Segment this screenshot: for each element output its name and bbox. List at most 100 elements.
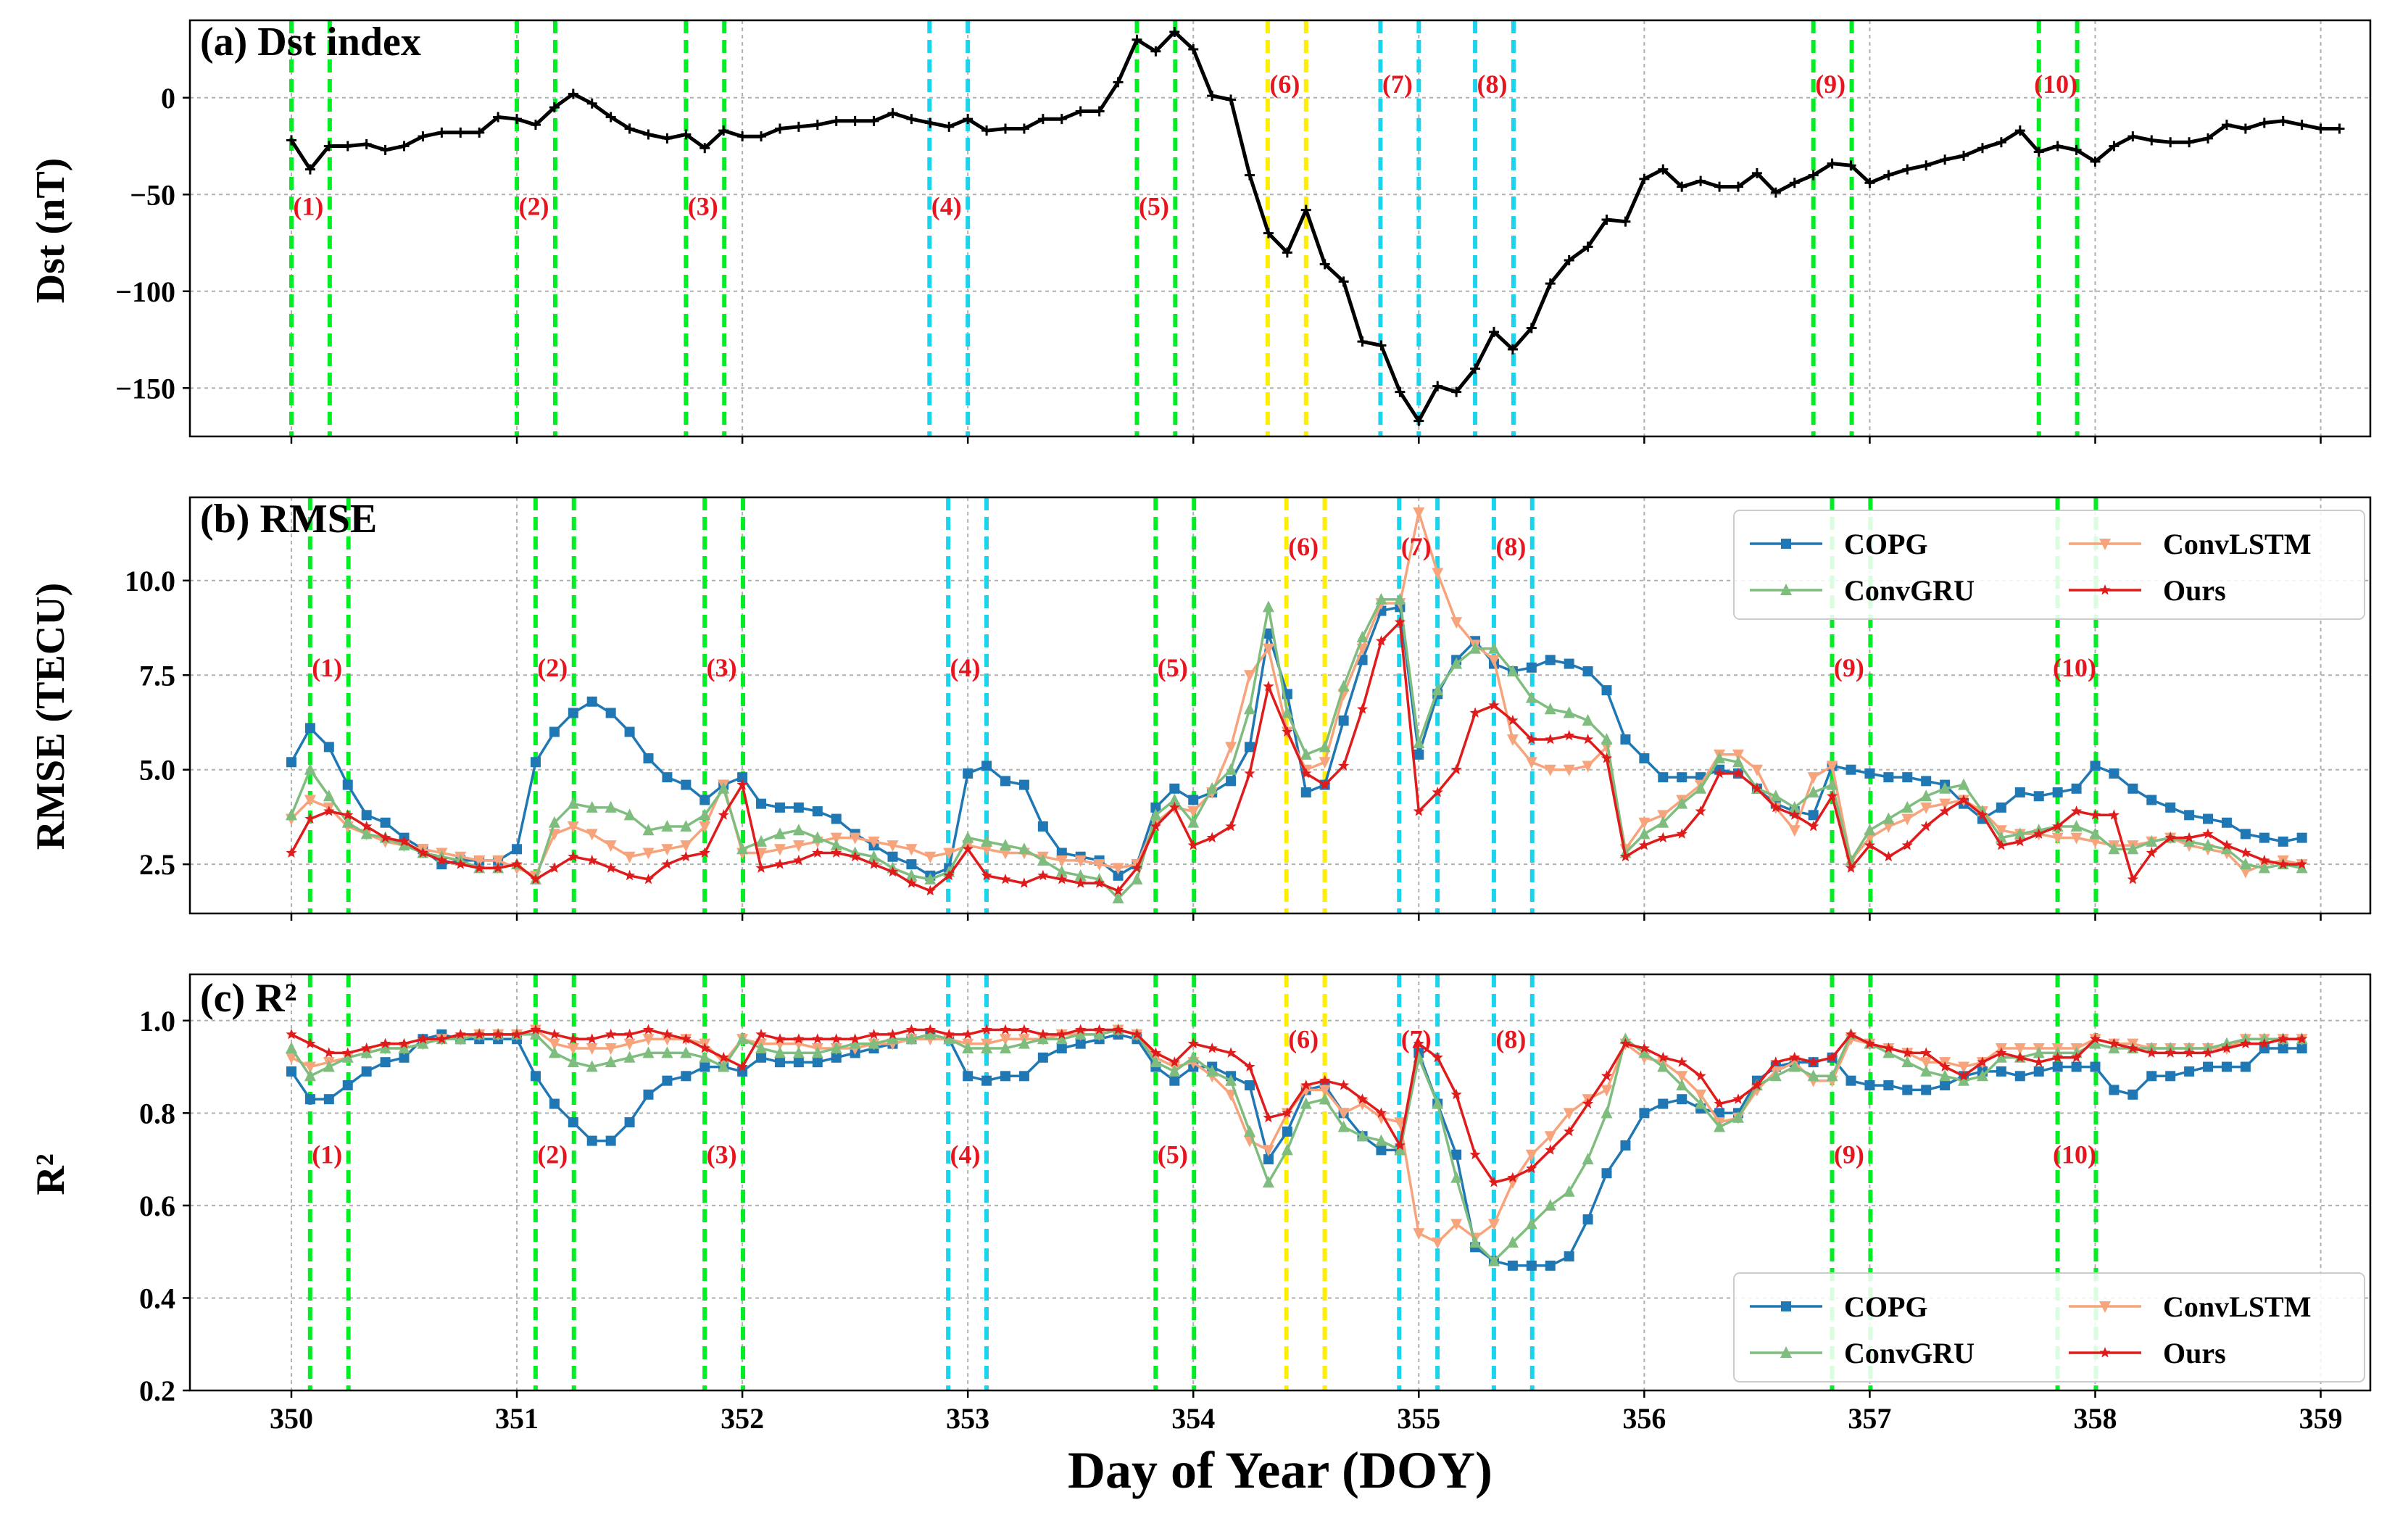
data-point [1732,749,1744,761]
data-point [1282,247,1292,258]
data-point [1995,1050,2007,1063]
data-point [718,1060,730,1072]
data-point [1206,832,1218,843]
event-label-1: (1) [312,1140,342,1169]
data-point [1245,742,1255,753]
data-point [1188,44,1199,55]
data-point [2089,809,2101,820]
data-point [2109,141,2120,152]
data-point [1300,747,1312,760]
data-point [1356,631,1369,643]
legend-entry-copg: COPG [1750,528,1928,560]
y-tick-label: 1.0 [139,1005,175,1037]
data-point [512,114,523,125]
data-point [436,127,447,138]
data-point [624,1117,635,1128]
data-point [2033,1056,2045,1067]
data-point [2108,1037,2120,1049]
data-point [1282,1126,1292,1137]
data-point [681,1071,692,1082]
data-point [1958,1074,1970,1086]
data-point [756,798,767,809]
data-point [605,862,617,873]
data-point [1902,164,1913,175]
data-point [812,1033,823,1044]
data-point [1864,1080,1875,1091]
data-point [1376,1145,1387,1156]
data-point [1056,1043,1067,1054]
data-point [1564,1125,1575,1137]
data-point [1000,1071,1011,1082]
data-point [1638,1042,1650,1053]
data-point [2184,137,2195,148]
data-point [1808,1056,1819,1067]
data-point [1732,1093,1744,1104]
data-point [529,1027,541,1040]
data-point [1469,642,1482,654]
x-tick-label: 359 [2299,1402,2343,1435]
data-point [868,1028,880,1040]
data-point [473,862,485,873]
data-point [1883,170,1894,181]
data-point [681,779,692,790]
data-point [2090,1061,2101,1072]
data-point [567,821,579,833]
data-point [662,133,673,144]
data-point [924,851,937,863]
data-point [1187,806,1200,818]
data-point [963,114,973,125]
data-point [342,1047,354,1058]
data-point [1526,662,1537,673]
y-tick-label: 5.0 [139,754,175,787]
data-point [1263,1154,1274,1165]
data-point [548,816,560,828]
data-point [887,1032,899,1045]
data-point [662,772,673,783]
data-point [1732,1111,1744,1123]
data-point [1658,1098,1669,1109]
data-point [493,112,504,123]
event-label-10: (10) [2053,1140,2096,1169]
data-point [286,135,296,146]
data-point [2165,137,2176,148]
data-point [1506,1235,1519,1248]
legend-label: ConvLSTM [2163,528,2312,560]
data-point [2089,1033,2101,1044]
data-point [1356,703,1369,714]
data-point [1432,381,1443,391]
data-point [1808,810,1819,821]
data-point [361,138,372,149]
data-point [1150,46,1161,57]
data-point [548,1046,560,1058]
data-point [304,813,316,824]
data-point [831,813,842,824]
legend-swatch-marker [2099,1347,2111,1358]
data-point [1676,1056,1687,1067]
y-tick-label: −150 [115,372,175,405]
data-point [624,1028,636,1040]
data-point [1112,1024,1124,1035]
data-point [1450,657,1463,669]
data-point [1864,768,1875,779]
data-point [1432,1097,1444,1109]
data-point [1132,34,1142,45]
data-point [2164,1047,2176,1058]
data-point [1263,628,1274,639]
data-point [1018,877,1030,888]
data-point [1300,767,1312,779]
series-ours [286,1024,2308,1187]
data-point [2240,847,2251,858]
data-point [1337,1108,1350,1120]
y-tick-label: −100 [115,275,175,308]
data-point [1094,1024,1105,1035]
data-point [605,800,617,813]
data-point [1939,1069,1951,1082]
data-point [1469,707,1481,718]
legend-box [1733,510,2365,620]
data-point [1902,1085,1913,1095]
data-point [905,869,918,881]
data-point [1601,1085,1613,1097]
data-point [774,1057,785,1068]
data-point [455,127,466,138]
data-point [1525,691,1537,703]
